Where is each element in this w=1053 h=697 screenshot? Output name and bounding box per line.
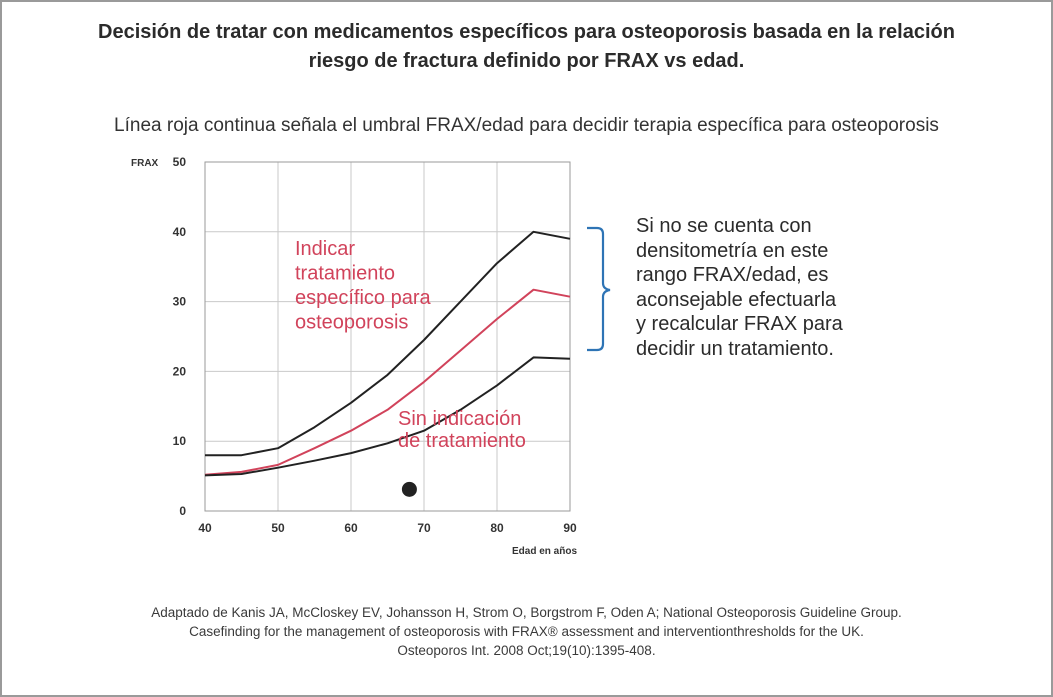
y-tick-label: 10 <box>173 434 187 448</box>
y-tick-label: 50 <box>173 155 187 169</box>
page-title: Decisión de tratar con medicamentos espe… <box>0 18 1053 76</box>
citation-line-3: Osteoporos Int. 2008 Oct;19(10):1395-408… <box>397 643 656 658</box>
side-note-line-6: decidir un tratamiento. <box>636 337 834 360</box>
series-line-1 <box>205 230 571 457</box>
annotation-1-line: osteoporosis <box>295 312 408 334</box>
citation-line-1: Adaptado de Kanis JA, McCloskey EV, Joha… <box>151 605 902 620</box>
annotation-2-line: de tratamiento <box>398 430 526 452</box>
plot-border <box>204 161 571 512</box>
citation: Adaptado de Kanis JA, McCloskey EV, Joha… <box>0 603 1053 660</box>
subtitle: Línea roja continua señala el umbral FRA… <box>114 115 939 136</box>
y-tick-label: 40 <box>173 225 187 239</box>
side-note-line-4: aconsejable efectuarla <box>636 288 837 311</box>
y-tick-label: 30 <box>173 295 187 309</box>
citation-line-2: Casefinding for the management of osteop… <box>189 624 864 639</box>
side-note: Si no se cuenta con densitometría en est… <box>636 214 926 361</box>
side-note-line-2: densitometría en este <box>636 239 829 262</box>
x-axis-title: Edad en años <box>512 546 577 557</box>
x-tick-label: 60 <box>344 521 358 535</box>
title-line-2: riesgo de fractura definido por FRAX vs … <box>308 50 745 72</box>
side-note-line-1: Si no se cuenta con <box>636 215 812 237</box>
side-note-line-3: rango FRAX/edad, es <box>636 264 829 286</box>
y-tick-label: 20 <box>173 364 187 378</box>
x-tick-label: 90 <box>563 521 577 535</box>
title-line-1: Decisión de tratar con medicamentos espe… <box>98 21 955 43</box>
side-note-line-5: y recalcular FRAX para <box>636 313 843 335</box>
annotation-1-line: tratamiento <box>295 263 395 285</box>
annotation-1-line: Indicar <box>295 238 355 260</box>
annotation-1-line: específico para <box>295 287 432 309</box>
annotation-2-line: Sin indicación <box>398 408 521 430</box>
y-tick-label: 0 <box>179 504 186 518</box>
series-line-2 <box>204 288 571 476</box>
x-tick-label: 50 <box>271 521 285 535</box>
x-tick-label: 40 <box>198 521 212 535</box>
range-bracket <box>587 226 611 352</box>
x-tick-label: 70 <box>417 521 431 535</box>
patient-marker <box>401 481 417 497</box>
plot-area <box>205 162 570 511</box>
series-line-3 <box>204 356 571 477</box>
x-tick-label: 80 <box>490 521 504 535</box>
y-axis-title: FRAX <box>131 158 159 169</box>
